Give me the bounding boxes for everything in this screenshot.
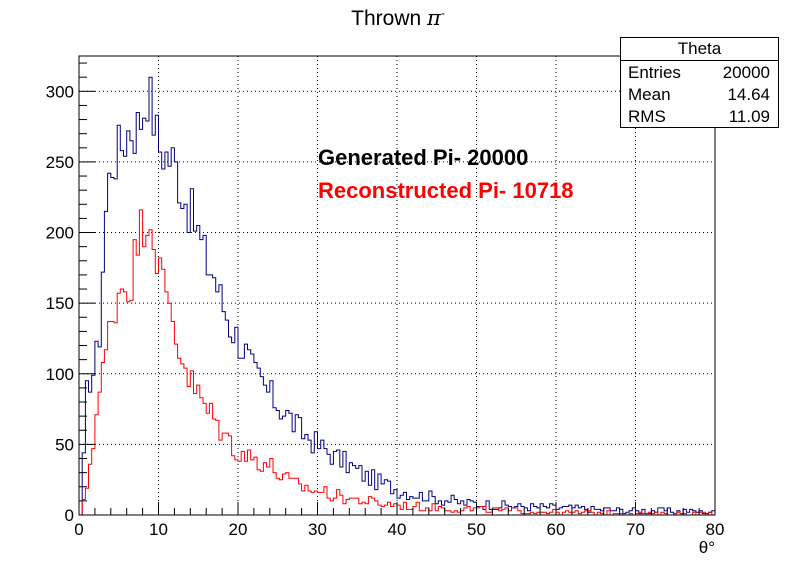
x-tick-label: 20 <box>229 520 248 539</box>
stats-value: 20000 <box>722 63 770 82</box>
stats-row-mean: Mean 14.64 <box>621 83 778 105</box>
stats-row-entries: Entries 20000 <box>621 61 778 83</box>
stats-value: 14.64 <box>727 85 770 104</box>
x-tick-label: 30 <box>308 520 327 539</box>
histogram-reconstructed <box>79 209 715 516</box>
stats-box: Theta Entries 20000 Mean 14.64 RMS 11.09 <box>620 37 779 128</box>
stats-value: 11.09 <box>728 107 770 126</box>
y-tick-label: 250 <box>46 153 74 172</box>
y-tick-label: 200 <box>46 224 74 243</box>
x-axis-label: θ° <box>699 538 715 557</box>
x-tick-label: 10 <box>149 520 168 539</box>
x-tick-label: 80 <box>706 520 725 539</box>
y-tick-label: 100 <box>46 365 74 384</box>
y-tick-label: 50 <box>55 435 74 454</box>
chart-title-symbol: π <box>427 6 441 30</box>
stats-row-rms: RMS 11.09 <box>621 105 778 127</box>
x-tick-label: 0 <box>74 520 83 539</box>
stats-label: Mean <box>628 85 671 104</box>
stats-label: Entries <box>628 63 681 82</box>
histogram-generated <box>79 76 716 516</box>
chart-title-text: Thrown <box>351 7 422 30</box>
axes: 0 10 20 30 40 50 60 70 80 0 50 100 150 200 250 300 θ° <box>46 55 725 557</box>
x-tick-label: 50 <box>467 520 486 539</box>
chart-title: Thrown π- <box>0 6 796 31</box>
y-tick-label: 300 <box>46 82 74 101</box>
y-tick-label: 0 <box>65 506 74 525</box>
x-tick-label: 40 <box>388 520 407 539</box>
x-tick-label: 60 <box>547 520 566 539</box>
legend-generated: Generated Pi- 20000 <box>318 145 529 170</box>
legend-reconstructed: Reconstructed Pi- 10718 <box>318 178 574 203</box>
y-tick-label: 150 <box>46 294 74 313</box>
x-tick-label: 70 <box>626 520 645 539</box>
stats-box-title: Theta <box>621 38 778 61</box>
stats-label: RMS <box>628 107 666 126</box>
chart-title-superscript: - <box>440 6 445 20</box>
